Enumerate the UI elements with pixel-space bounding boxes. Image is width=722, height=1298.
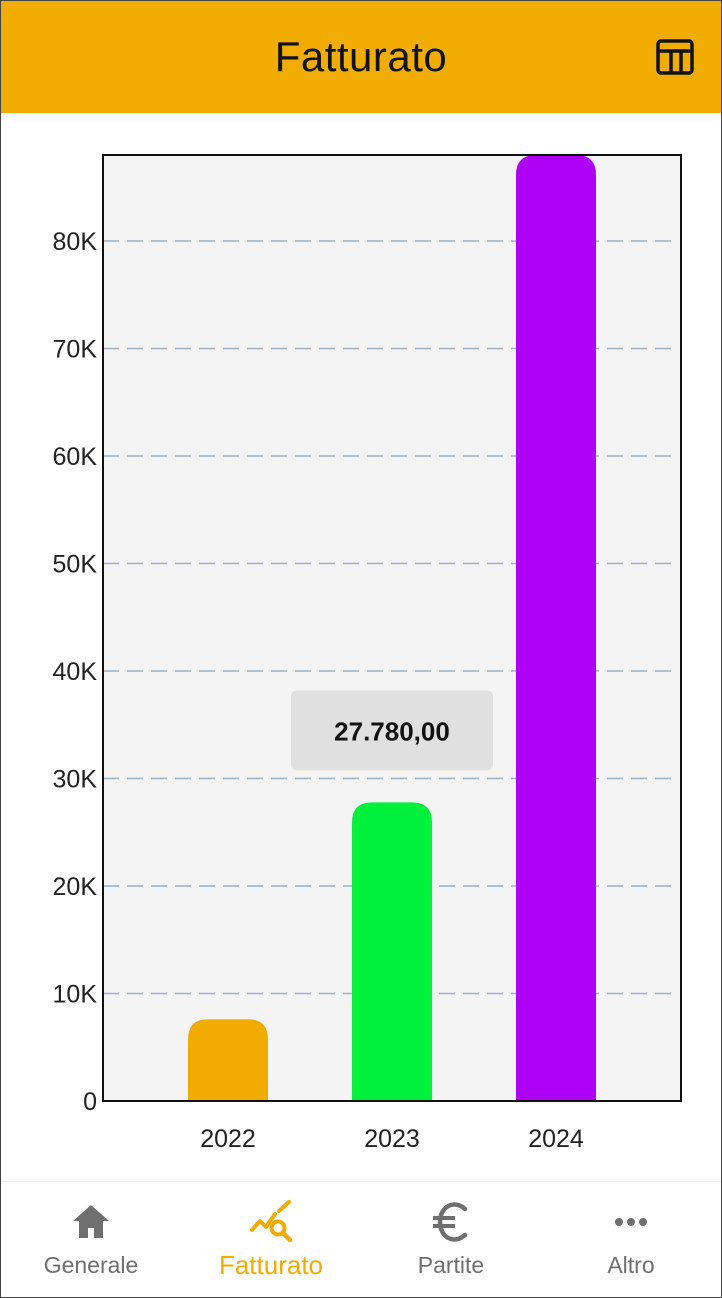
page-title: Fatturato bbox=[274, 33, 448, 80]
bar-tooltip bbox=[291, 690, 493, 771]
y-tick-label: 20K bbox=[53, 873, 98, 901]
bar-2023 bbox=[352, 802, 432, 1101]
bottom-navigation: Generale Fatturato Partite Altro bbox=[1, 1181, 721, 1297]
nav-label: Fatturato bbox=[218, 1250, 324, 1280]
nav-item-altro[interactable]: Altro bbox=[541, 1182, 721, 1297]
app-bar: Fatturato bbox=[1, 1, 721, 113]
analytics-icon bbox=[250, 1200, 293, 1243]
y-tick-label: 10K bbox=[53, 981, 98, 1009]
bar-chart-svg: 0 10K 20K 30K 40K 50K 60K 70K 80K 2022 2023 2024 27.… bbox=[53, 154, 682, 1153]
plot-border bbox=[102, 154, 682, 1102]
x-tick-label: 2024 bbox=[528, 1125, 584, 1153]
y-tick-label: 0 bbox=[83, 1088, 97, 1116]
x-tick-label: 2023 bbox=[364, 1125, 420, 1153]
nav-label: Generale bbox=[43, 1252, 139, 1278]
y-tick-label: 60K bbox=[53, 443, 98, 471]
nav-item-generale[interactable]: Generale bbox=[1, 1182, 181, 1297]
euro-icon bbox=[433, 1202, 468, 1242]
y-tick-label: 40K bbox=[53, 658, 98, 686]
home-icon bbox=[73, 1205, 109, 1238]
tooltip-value: 27.780,00 bbox=[334, 716, 450, 746]
bar-2022 bbox=[188, 1019, 268, 1101]
nav-item-fatturato[interactable]: Fatturato bbox=[181, 1182, 361, 1297]
more-horizontal-icon bbox=[615, 1218, 647, 1226]
nav-label: Altro bbox=[607, 1252, 655, 1278]
revenue-chart: 0 10K 20K 30K 40K 50K 60K 70K 80K 2022 2023 2024 27.… bbox=[1, 113, 721, 1181]
x-tick-label: 2022 bbox=[200, 1125, 256, 1153]
y-tick-label: 50K bbox=[53, 551, 98, 579]
bar-2024 bbox=[516, 155, 596, 1101]
y-tick-label: 30K bbox=[53, 766, 98, 794]
y-tick-label: 70K bbox=[53, 336, 98, 364]
table-view-icon bbox=[656, 39, 694, 75]
y-tick-label: 80K bbox=[53, 228, 98, 256]
nav-item-partite[interactable]: Partite bbox=[361, 1182, 541, 1297]
nav-label: Partite bbox=[417, 1252, 485, 1278]
table-view-button[interactable] bbox=[655, 37, 695, 77]
